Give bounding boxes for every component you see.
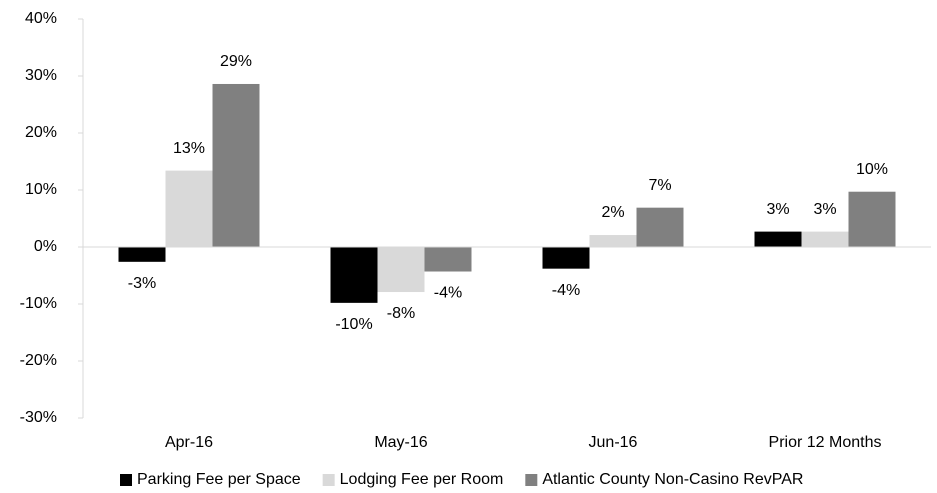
- value-label: -4%: [434, 285, 462, 302]
- legend-label: Atlantic County Non-Casino RevPAR: [542, 471, 803, 488]
- bar: [377, 247, 425, 293]
- y-tick-label: 20%: [25, 124, 57, 141]
- y-tick-label: -30%: [20, 409, 57, 426]
- bar: [330, 247, 378, 303]
- y-tick-label: 0%: [34, 238, 57, 255]
- x-tick-label: Jun-16: [589, 434, 638, 451]
- bar: [118, 247, 166, 262]
- value-label: 2%: [601, 204, 624, 221]
- value-label: -4%: [552, 282, 580, 299]
- legend-label: Lodging Fee per Room: [340, 471, 504, 488]
- bar: [424, 247, 472, 272]
- y-tick-label: 30%: [25, 67, 57, 84]
- value-label: -10%: [335, 316, 372, 333]
- bar: [212, 83, 260, 247]
- y-tick-label: -10%: [20, 295, 57, 312]
- y-tick-label: 10%: [25, 181, 57, 198]
- value-label: 10%: [856, 161, 888, 178]
- value-label: 13%: [173, 140, 205, 157]
- value-label: 3%: [813, 201, 836, 218]
- bar: [542, 247, 590, 269]
- bar: [801, 231, 849, 247]
- bar: [848, 191, 896, 247]
- x-tick-label: Prior 12 Months: [769, 434, 882, 451]
- x-tick-label: Apr-16: [165, 434, 213, 451]
- value-label: -3%: [128, 275, 156, 292]
- legend-swatch: [322, 474, 335, 486]
- y-tick-label: -20%: [20, 352, 57, 369]
- bar: [636, 207, 684, 247]
- value-label: 29%: [220, 53, 252, 70]
- value-label: 3%: [766, 201, 789, 218]
- x-tick-label: May-16: [374, 434, 427, 451]
- bar: [754, 231, 802, 247]
- value-label: 7%: [648, 177, 671, 194]
- legend-label: Parking Fee per Space: [137, 471, 301, 488]
- legend-swatch: [120, 474, 132, 486]
- y-tick-label: 40%: [25, 10, 57, 27]
- legend-swatch: [525, 474, 538, 486]
- bar: [165, 170, 213, 247]
- value-label: -8%: [387, 305, 415, 322]
- bar: [589, 235, 637, 247]
